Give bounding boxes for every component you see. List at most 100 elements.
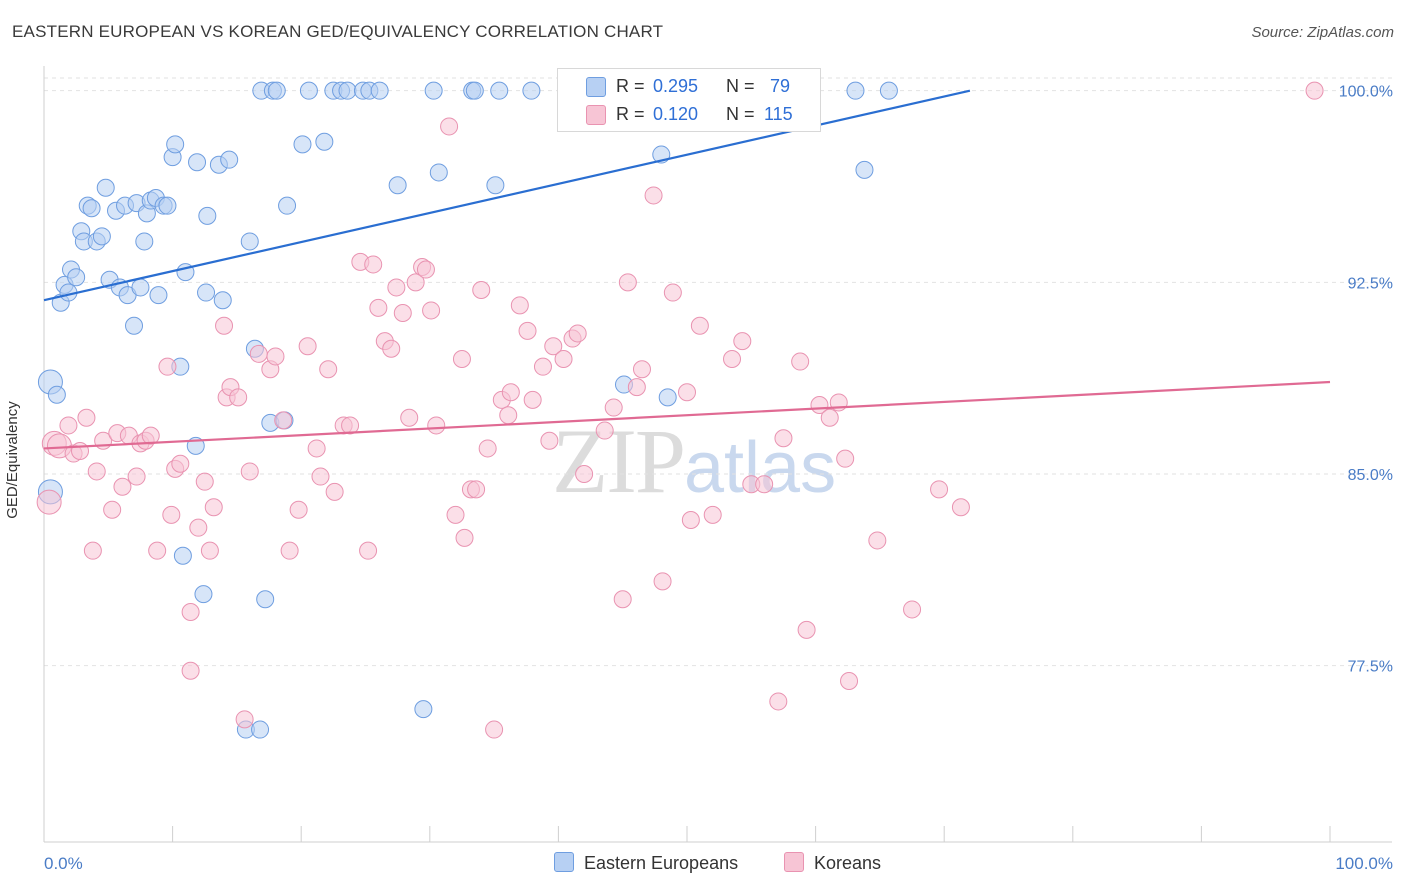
data-point [200,541,219,560]
data-point [215,316,234,335]
data-point [951,498,970,517]
data-point [518,321,537,340]
data-point [424,81,443,100]
data-point [267,81,286,100]
data-point [188,153,207,172]
data-point [307,439,326,458]
data-point [83,541,102,560]
data-point [67,268,86,287]
x-tick-label: 0.0% [44,854,83,873]
data-point [125,316,144,335]
data-point [568,324,587,343]
data-point [299,81,318,100]
data-point [96,178,115,197]
trend-line [43,380,1331,450]
data-point [681,511,700,529]
data-point [113,477,132,496]
legend-swatch-pink [586,105,606,125]
data-point [364,255,383,274]
data-point [618,273,637,292]
data-point [315,132,334,151]
data-point [229,388,248,407]
data-point [189,518,208,537]
data-point [501,383,520,402]
y-tick-label: 100.0% [1339,84,1393,101]
data-point [103,500,122,519]
data-point [251,720,270,739]
data-point [359,541,378,560]
data-point [289,500,308,519]
trend-line [43,89,971,302]
tick-labels: 77.5% 85.0% 92.5% 100.0% 0.0% 100.0% [44,84,1393,873]
data-point [490,81,509,100]
data-point [427,416,446,435]
stats-legend: R = 0.295 N = 79 R = 0.120 N = 115 [557,68,821,132]
chart-title: EASTERN EUROPEAN VS KOREAN GED/EQUIVALEN… [12,22,664,41]
data-point [194,585,213,604]
data-point [522,81,541,100]
data-point [240,232,259,251]
data-point [774,429,793,448]
legend-swatch-blue [586,77,606,97]
data-point [879,81,898,100]
data-point [162,505,181,524]
data-point [47,385,66,404]
data-point [414,700,433,719]
axes [43,66,1392,843]
data-point [181,661,200,680]
data-point [197,283,216,302]
data-point [613,590,632,609]
data-point [855,160,874,179]
data-point [393,304,412,322]
data-point [472,281,491,299]
legend-n-value: 79 [770,76,791,96]
data-point [382,339,401,358]
data-point [198,206,217,225]
data-point [840,672,859,690]
y-tick-label: 92.5% [1348,275,1393,292]
data-point [723,350,742,368]
bottom-legend-swatch-blue [554,852,574,872]
data-point [127,467,146,486]
data-point [452,350,471,368]
data-point [173,546,192,565]
data-point [82,199,101,218]
data-point [1305,81,1324,100]
data-point [131,278,150,297]
data-point [388,176,407,195]
data-point [930,480,949,499]
series-koreans [36,81,1324,739]
grid-lines [44,77,1392,667]
data-point [554,350,573,368]
data-point [87,462,106,481]
data-point [632,360,651,379]
data-point [77,408,96,427]
data-point [467,480,486,499]
data-point [455,528,474,547]
data-point [663,283,682,302]
data-point [769,692,788,711]
data-point [678,383,696,402]
data-point [274,411,293,430]
data-point [240,462,259,481]
data-point [446,505,465,524]
data-point [846,81,865,100]
data-point [797,620,816,639]
data-point [387,278,406,297]
data-point [440,117,459,136]
data-point [544,337,563,356]
bottom-legend-koreans: Koreans [784,852,881,874]
data-point [166,135,185,154]
bottom-legend-label: Eastern Europeans [584,853,739,873]
bottom-legend-label: Koreans [814,853,882,873]
x-tick-label: 100.0% [1335,854,1393,873]
bottom-legend-swatch-pink [784,852,804,872]
data-point [256,590,275,609]
series-eastern-europeans [37,81,898,739]
y-tick-label: 77.5% [1348,659,1393,676]
data-point [836,449,855,468]
data-point [486,176,505,195]
data-point [604,398,623,417]
data-point [575,465,594,483]
data-point [171,454,190,473]
